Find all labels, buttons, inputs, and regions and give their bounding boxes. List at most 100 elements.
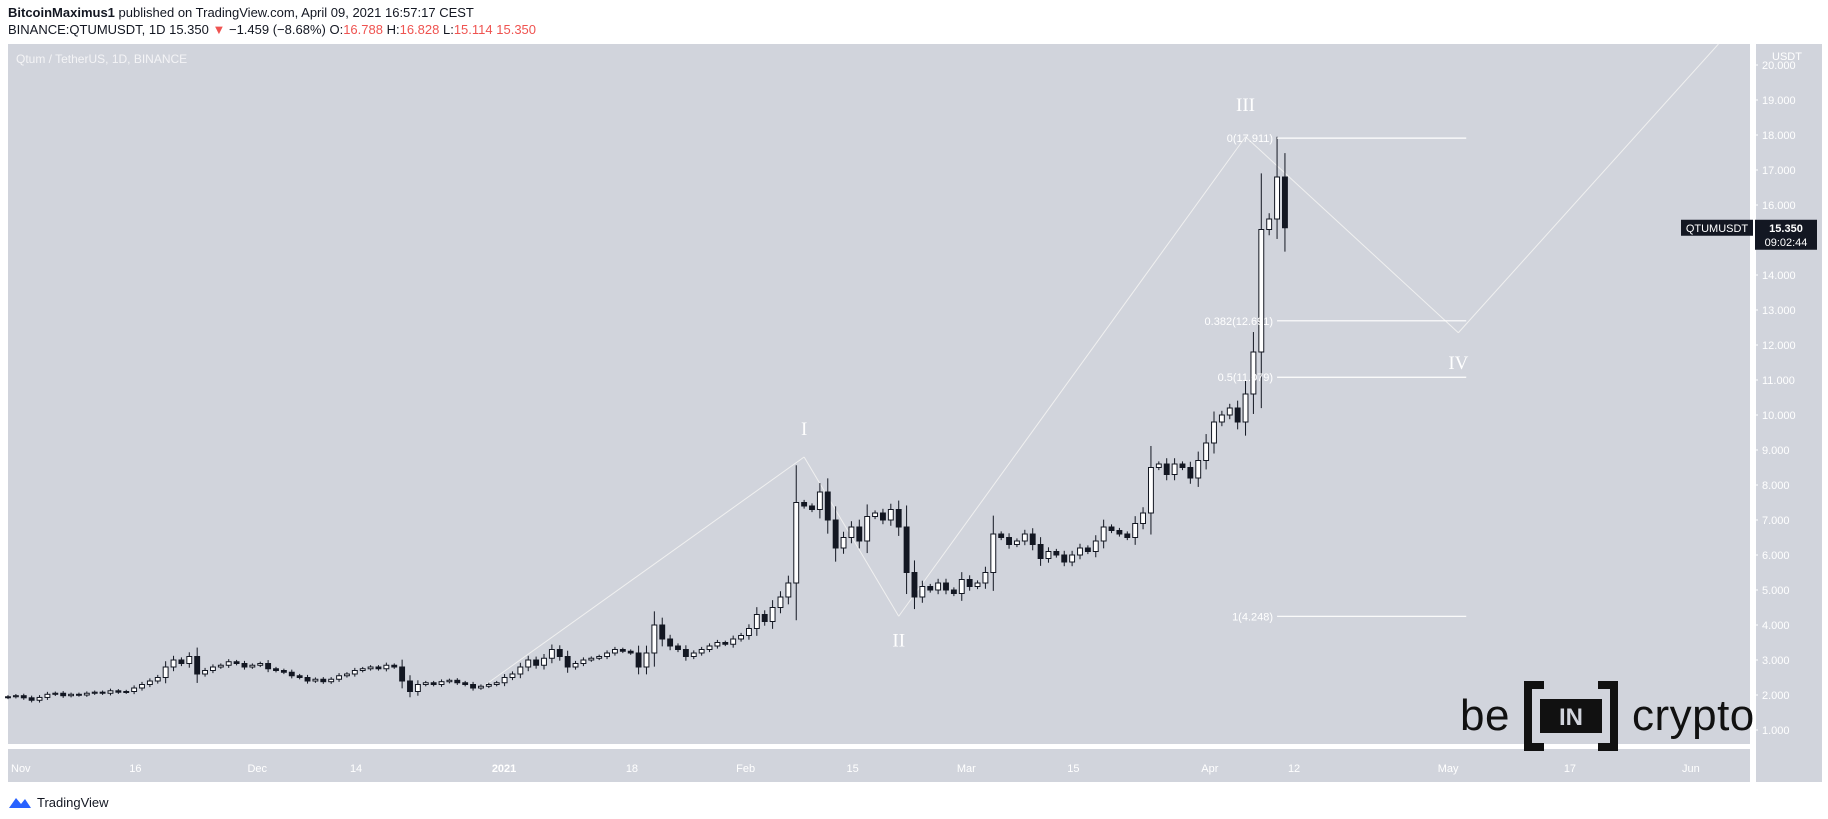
wave-segment [1245, 136, 1459, 334]
x-tick-label: 15 [1067, 763, 1079, 775]
wave-label: II [892, 630, 905, 651]
candle-body [241, 663, 248, 668]
candle-body [682, 649, 689, 657]
candle-body [809, 505, 815, 510]
price-change: −1.459 (−8.68%) [228, 22, 326, 37]
y-tick-label: 13.000 [1762, 305, 1796, 317]
candle-body [777, 596, 784, 608]
candle-body [517, 666, 524, 675]
open-value: 16.788 [343, 22, 383, 37]
candle-body [919, 586, 926, 598]
y-tick-label: 10.000 [1762, 410, 1796, 422]
candle-body [1281, 176, 1288, 229]
candle-body [848, 526, 855, 538]
candle-body [44, 693, 51, 698]
symbol-label[interactable]: BINANCE:QTUMUSDT, 1D [8, 22, 166, 37]
candle-body [446, 679, 453, 683]
candle-body [60, 692, 67, 697]
candle-body [1242, 393, 1249, 423]
y-tick-label: 12.000 [1762, 340, 1796, 352]
y-tick-label: 9.000 [1762, 445, 1790, 457]
candle-body [580, 659, 587, 664]
candle-body [730, 638, 737, 645]
candle-body [1021, 533, 1028, 542]
candle-body [1155, 463, 1162, 468]
symbol-tag-label: QTUMUSDT [1686, 223, 1749, 235]
x-tick-label: May [1438, 763, 1459, 775]
y-tick-label: 6.000 [1762, 550, 1790, 562]
candle-body [533, 659, 540, 666]
price-axis-background[interactable] [1756, 44, 1822, 782]
chart-background [8, 44, 1750, 744]
price-chart[interactable]: Qtum / TetherUS, 1D, BINANCE USDT 1.000 2… [0, 44, 1828, 788]
candle-body [99, 691, 106, 694]
candle-body [351, 670, 358, 675]
candle-body [1140, 512, 1147, 524]
candle-body [501, 677, 508, 684]
y-tick-label: 20.000 [1762, 60, 1796, 72]
candle-body [722, 642, 729, 645]
candle-body [107, 690, 114, 694]
candle-body [320, 678, 327, 683]
y-tick-label: 11.000 [1762, 375, 1795, 387]
publish-line: BitcoinMaximus1 published on TradingView… [8, 5, 474, 20]
logo-mark-icon: IN [1523, 681, 1618, 751]
tradingview-footer[interactable]: TradingView [8, 792, 109, 812]
x-tick-label: 2021 [492, 763, 516, 775]
price-axis-ticks: 1.000 2.000 3.000 4.000 5.000 6.000 7.000 8.000… [1753, 60, 1796, 737]
candle-body [824, 491, 831, 521]
candle-body [690, 652, 697, 657]
last-price: 15.350 [169, 22, 209, 37]
candle-body [714, 642, 721, 647]
candle-body [438, 681, 445, 686]
x-tick-label: 16 [129, 763, 141, 775]
candle-body [217, 664, 224, 668]
candle-body [273, 668, 279, 671]
x-tick-label: Nov [11, 763, 31, 775]
candle-body [564, 656, 571, 668]
candle-body [1179, 463, 1186, 468]
candle-body [706, 645, 713, 650]
beincrypto-logo: be IN crypto [1460, 678, 1755, 754]
chart-title: Qtum / TetherUS, 1D, BINANCE [16, 52, 187, 66]
candle-body [990, 533, 997, 573]
y-tick-label: 2.000 [1762, 690, 1790, 702]
candle-body [958, 579, 965, 594]
candle-body [462, 682, 469, 685]
price-tag-value: 15.350 [1769, 223, 1803, 235]
candle-body [336, 675, 343, 680]
candle-body [872, 512, 879, 517]
candle-body [1163, 463, 1170, 475]
candle-body [832, 519, 839, 549]
candle-body [36, 696, 43, 701]
candle-body [541, 657, 547, 666]
candle-body [998, 533, 1005, 538]
x-tick-label: 17 [1564, 763, 1576, 775]
wave-segment [480, 456, 805, 689]
candle-body [1274, 176, 1281, 220]
candle-body [422, 682, 429, 685]
y-tick-label: 3.000 [1762, 655, 1790, 667]
y-tick-label: 1.000 [1762, 725, 1790, 737]
author-name[interactable]: BitcoinMaximus1 [8, 5, 115, 20]
chart-header: BitcoinMaximus1 published on TradingView… [0, 0, 1828, 44]
candle-body [1037, 544, 1044, 559]
candlestick-series [5, 136, 1288, 703]
candle-body [154, 677, 161, 682]
candle-body [761, 614, 768, 622]
candle-body [414, 684, 421, 692]
x-tick-label: Jun [1682, 763, 1700, 775]
candle-body [123, 691, 130, 693]
candle-body [1234, 407, 1241, 423]
time-axis-background[interactable] [8, 749, 1750, 782]
logo-mark-text: IN [1559, 704, 1583, 731]
x-tick-label: 18 [626, 763, 638, 775]
candle-body [375, 666, 382, 670]
candle-body [178, 659, 185, 664]
candle-body [131, 687, 138, 692]
candle-body [493, 682, 500, 685]
candle-body [596, 656, 603, 659]
candle-body [359, 668, 366, 671]
candle-body [974, 582, 981, 587]
